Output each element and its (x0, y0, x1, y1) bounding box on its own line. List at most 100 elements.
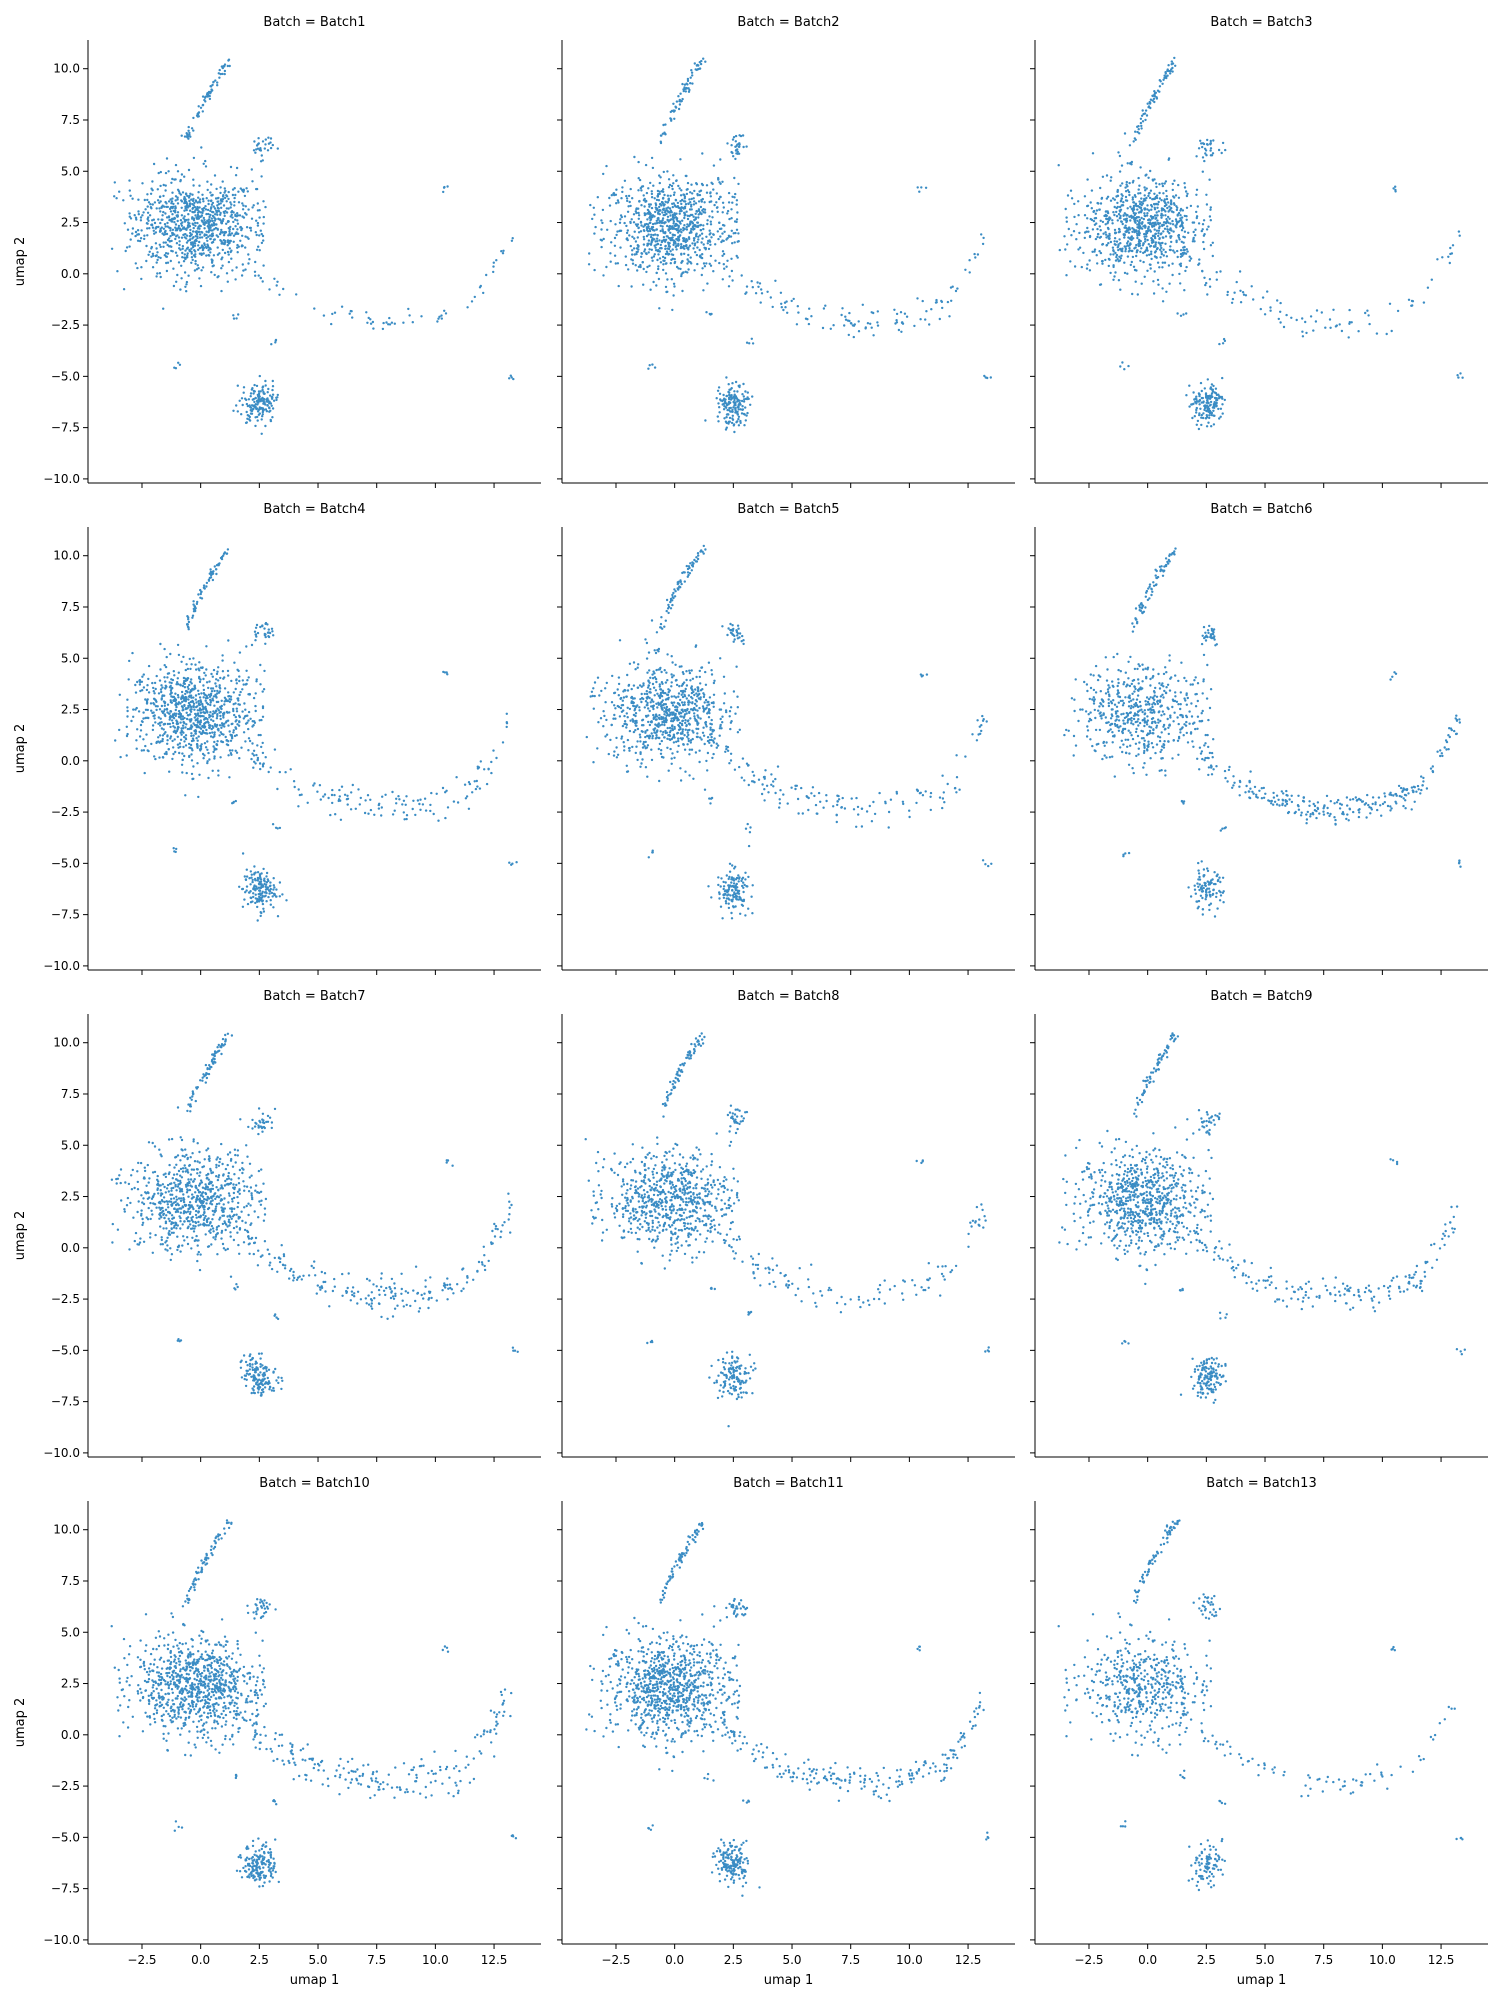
data-point-tail (876, 310, 879, 313)
data-point-main (1171, 223, 1175, 226)
data-point-main (608, 204, 612, 207)
data-point-tail (843, 324, 846, 327)
data-point-main (1154, 241, 1158, 244)
data-point-tail (790, 299, 793, 303)
data-point-main (628, 200, 631, 204)
data-point-lower (738, 384, 741, 387)
data-point-main (701, 152, 704, 155)
data-point-main (248, 693, 251, 696)
data-point-small (734, 157, 737, 161)
data-point-lower (272, 884, 275, 887)
data-point-tail (371, 320, 375, 324)
data-point-main (667, 198, 670, 201)
data-point-main (1109, 271, 1112, 275)
data-point-main (180, 660, 183, 663)
data-point-lower (269, 418, 272, 422)
data-point-lower (742, 400, 746, 403)
data-point-main (1150, 250, 1153, 253)
data-point-lower (722, 408, 726, 411)
data-point-main (126, 732, 129, 736)
data-point-main (182, 696, 185, 699)
data-point-main (176, 219, 179, 223)
data-point-main (227, 691, 230, 694)
data-point-main (626, 199, 629, 203)
data-point-main (643, 205, 646, 208)
data-point-tail (774, 279, 777, 282)
data-point-tail (745, 285, 749, 288)
data-point-main (199, 211, 202, 214)
data-point-lower (271, 388, 274, 392)
data-point-main (199, 678, 202, 681)
data-point-main (1155, 256, 1158, 259)
data-point-main (1138, 242, 1142, 245)
data-point-main (641, 185, 645, 188)
data-point-main (231, 269, 234, 272)
data-point-main (176, 273, 179, 277)
data-point-main (231, 188, 235, 191)
data-point-main (158, 201, 161, 204)
data-point-main (1090, 218, 1094, 222)
data-point-main (190, 198, 193, 201)
data-point-lower (1200, 416, 1203, 419)
data-point-main (661, 188, 665, 191)
data-point-main (1113, 275, 1116, 278)
data-point-arc (210, 88, 213, 91)
data-point-main (672, 174, 675, 177)
data-point-satellite (1221, 342, 1225, 345)
scatter-points (1057, 56, 1464, 431)
data-point-main (209, 703, 212, 707)
data-point-main (650, 256, 654, 259)
data-point-main (1183, 214, 1187, 218)
data-point-main (189, 743, 193, 747)
data-point-main (242, 204, 245, 207)
data-point-small (1206, 143, 1209, 146)
data-point-arc (186, 623, 189, 626)
data-point-arc (685, 82, 688, 85)
data-point-main (613, 254, 617, 257)
data-point-main (685, 228, 689, 231)
data-point-main (213, 747, 216, 750)
data-point-tail (964, 268, 967, 271)
data-point-main (1144, 240, 1147, 243)
data-point-main (193, 269, 197, 272)
data-point-main (1119, 257, 1123, 260)
data-point-lower (1196, 419, 1200, 423)
data-point-main (139, 680, 142, 684)
data-point-main (711, 216, 714, 219)
data-point-main (1072, 230, 1076, 233)
data-point-main (1176, 255, 1179, 259)
data-point-tail (1426, 286, 1430, 289)
data-point-main (1194, 228, 1197, 231)
data-point-main (669, 194, 672, 197)
data-point-main (140, 266, 143, 269)
data-point-main (1115, 206, 1118, 210)
data-point-lower (272, 906, 275, 909)
data-point-tail (876, 321, 879, 324)
data-point-main (616, 199, 620, 202)
data-point-main (212, 205, 215, 208)
data-point-main (169, 198, 172, 201)
data-point-main (663, 256, 667, 260)
data-point-main (727, 191, 731, 195)
data-point-main (1153, 192, 1156, 195)
data-point-satellite (178, 363, 182, 366)
data-point-main (689, 201, 692, 204)
data-point-main (222, 204, 226, 207)
data-point-lower (259, 876, 262, 879)
data-point-main (672, 220, 676, 223)
data-point-main (671, 308, 674, 312)
data-point-main (1099, 229, 1102, 232)
data-point-main (1168, 282, 1171, 285)
data-point-lower (249, 406, 253, 409)
data-point-main (1092, 209, 1096, 213)
data-point-main (207, 686, 210, 690)
data-point-satellite (924, 186, 928, 189)
data-point-main (180, 236, 184, 239)
data-point-main (189, 708, 192, 711)
data-point-main (1131, 198, 1135, 201)
data-point-lower (259, 390, 262, 393)
data-point-main (195, 718, 198, 721)
data-point-arc (678, 98, 681, 102)
data-point-main (227, 190, 230, 194)
data-point-tail (974, 256, 977, 259)
